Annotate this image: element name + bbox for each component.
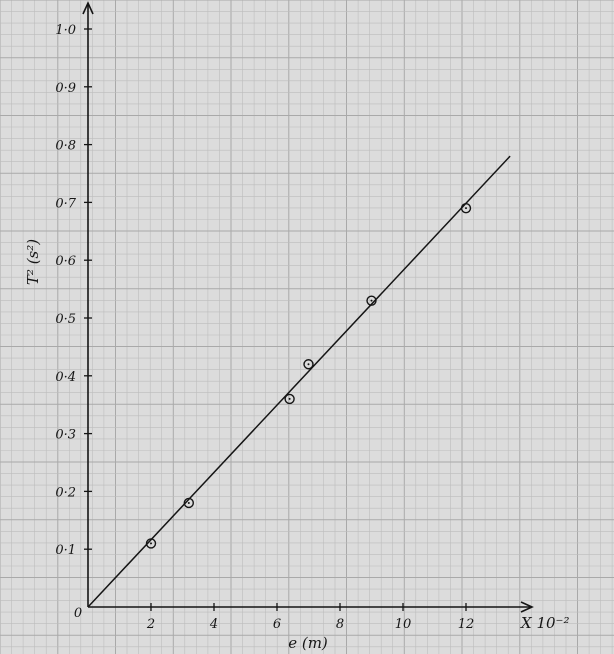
data-point	[303, 359, 314, 370]
y-tick-label: 1·0	[55, 23, 76, 38]
y-axis-label: T² (s²)	[24, 239, 42, 285]
data-point-center	[187, 501, 190, 504]
data-point	[284, 393, 295, 405]
y-tick-label: 0·9	[55, 81, 76, 96]
x-axis-label: e (m)	[288, 634, 328, 652]
y-tick-label: 0·7	[55, 196, 76, 211]
y-tick-label: 0·1	[55, 543, 76, 558]
x-tick-label: 10	[395, 617, 412, 632]
data-point	[145, 538, 157, 549]
y-tick-label: 0·6	[55, 254, 76, 269]
data-point	[183, 497, 195, 509]
data-point-center	[465, 207, 467, 210]
best-fit-line	[87, 155, 511, 608]
y-tick-label: 0·3	[55, 428, 76, 443]
y-axis-arrow	[82, 1, 94, 15]
fit-line-group	[87, 155, 511, 608]
data-point-center	[370, 299, 373, 302]
data-points	[145, 202, 472, 549]
x-tick-label: 6	[273, 617, 281, 632]
x-axis-arrow	[520, 601, 534, 613]
data-point-center	[288, 397, 291, 400]
data-point	[460, 202, 472, 214]
y-tick-label: 0·4	[55, 370, 76, 385]
origin-label: 0	[74, 606, 82, 621]
y-tick-label: 0·8	[55, 139, 76, 154]
x-tick-label: 4	[209, 617, 218, 632]
ticks: 2 4 6 8 10 12 0·1 0·2 0·3 0·4 0·5 0·6 0·7 0·8 0·9 1·0	[55, 23, 474, 632]
data-point	[366, 295, 377, 306]
axes	[82, 1, 534, 613]
y-tick-label: 0·2	[55, 485, 76, 500]
data-point-center	[307, 363, 310, 366]
x-tick-label: 8	[336, 617, 344, 632]
data-point-center	[150, 542, 152, 545]
x-tick-label: 2	[146, 617, 155, 632]
y-tick-label: 0·5	[55, 312, 76, 327]
x-multiplier-label: X 10⁻²	[520, 614, 569, 632]
x-tick-label: 12	[458, 617, 475, 632]
